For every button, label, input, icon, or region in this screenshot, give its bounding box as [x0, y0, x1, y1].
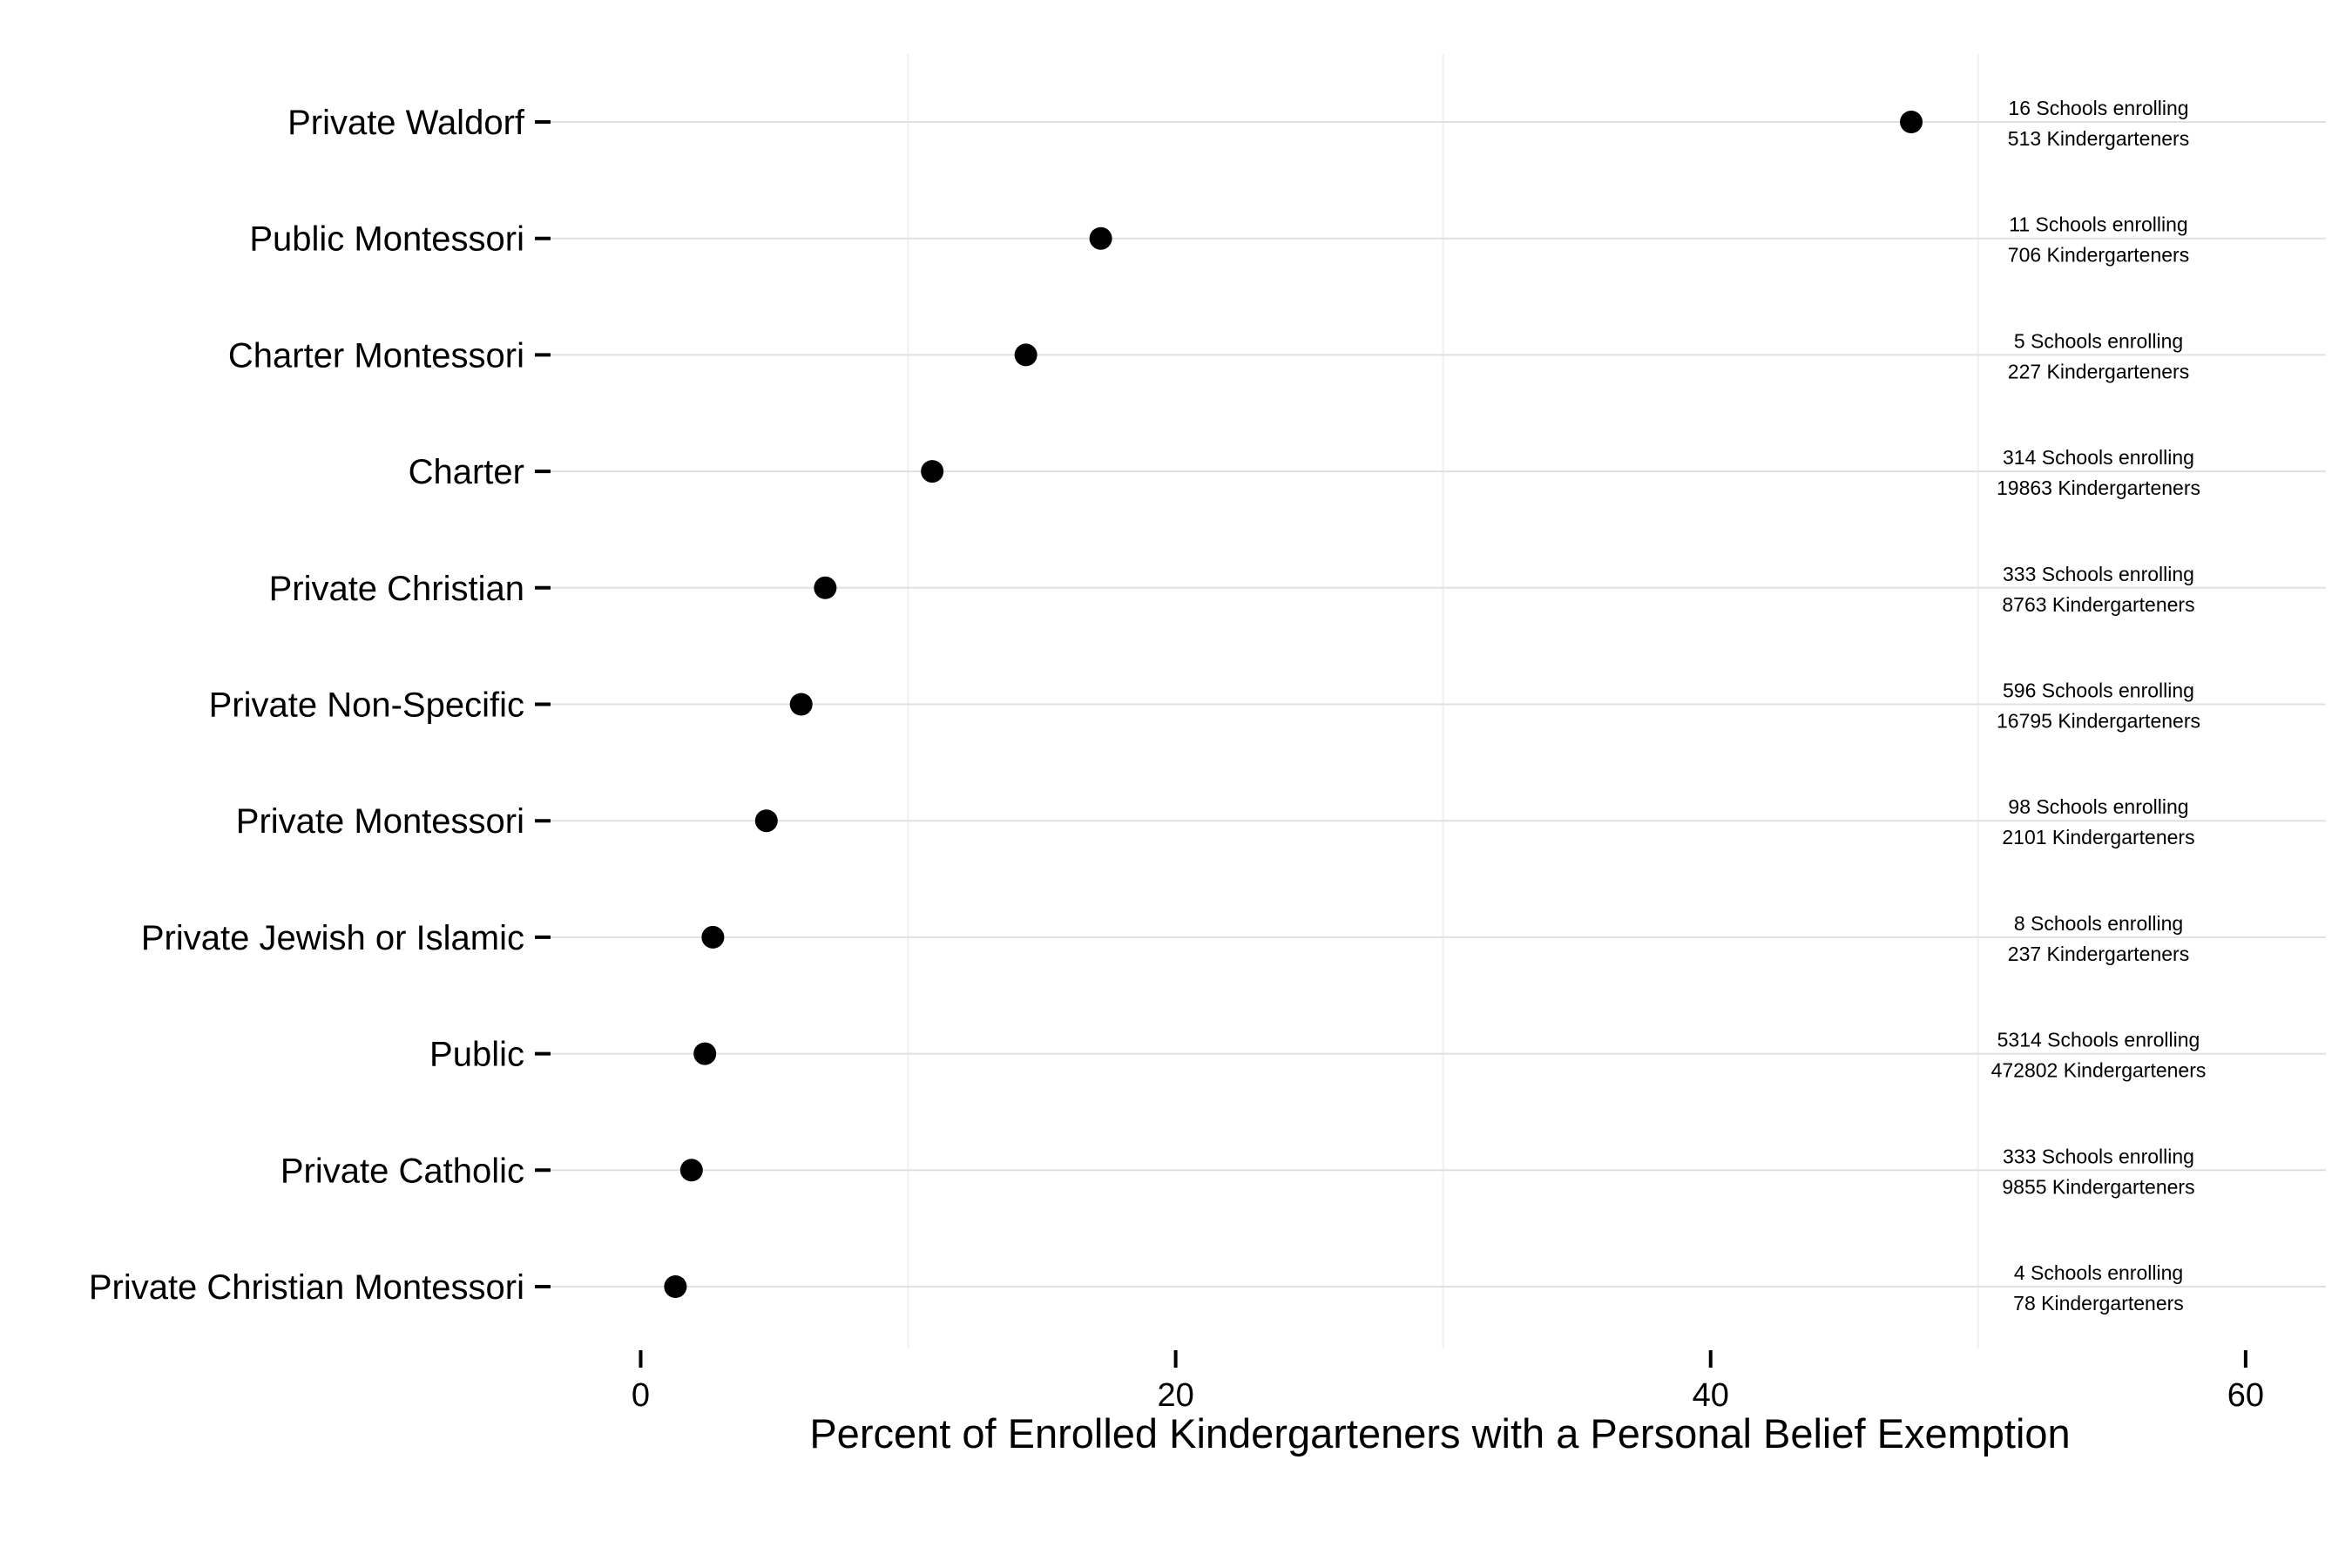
data-point: [754, 809, 778, 833]
data-point: [693, 1042, 717, 1065]
annotation-kindergarteners: 16795 Kindergarteners: [1997, 710, 2200, 733]
x-tick-label: 60: [2227, 1377, 2264, 1414]
data-point: [814, 576, 837, 599]
annotation-schools: 5 Schools enrolling: [2014, 329, 2183, 352]
y-tick-label: Public Montessori: [249, 220, 524, 259]
y-tick-label: Private Christian Montessori: [89, 1268, 524, 1307]
data-point: [789, 693, 813, 716]
y-tick-label: Private Christian: [269, 570, 524, 608]
annotation-schools: 333 Schools enrolling: [2003, 1145, 2194, 1167]
y-tick-label: Public: [429, 1036, 524, 1074]
annotation-kindergarteners: 237 Kindergarteners: [2008, 943, 2189, 965]
annotation-schools: 98 Schools enrolling: [2008, 795, 2188, 818]
annotation-kindergarteners: 706 Kindergarteners: [2008, 244, 2189, 267]
data-point: [664, 1275, 687, 1298]
annotation-schools: 11 Schools enrolling: [2009, 213, 2187, 236]
annotation-schools: 8 Schools enrolling: [2014, 912, 2183, 935]
data-point: [1089, 226, 1112, 250]
annotation-kindergarteners: 513 Kindergarteners: [2008, 127, 2189, 150]
data-point: [701, 925, 725, 949]
data-point: [679, 1159, 703, 1182]
data-point: [1900, 111, 1923, 133]
x-tick-label: 40: [1693, 1377, 1729, 1414]
y-tick-label: Private Jewish or Islamic: [141, 919, 524, 957]
annotation-kindergarteners: 227 Kindergarteners: [2008, 360, 2189, 382]
annotation-schools: 16 Schools enrolling: [2008, 97, 2188, 119]
annotation-kindergarteners: 9855 Kindergarteners: [2002, 1175, 2194, 1198]
annotation-kindergarteners: 8763 Kindergarteners: [2002, 593, 2194, 616]
annotation-kindergarteners: 19863 Kindergarteners: [1997, 476, 2200, 499]
y-tick-label: Charter Montessori: [228, 336, 524, 375]
y-tick-label: Private Montessori: [236, 802, 524, 841]
annotation-kindergarteners: 2101 Kindergarteners: [2002, 826, 2194, 848]
annotations: 16 Schools enrolling 513 Kindergarteners 1…: [1991, 97, 2207, 1315]
x-tick-label: 0: [632, 1377, 650, 1414]
x-axis-title: Percent of Enrolled Kindergarteners with…: [809, 1410, 2070, 1456]
axes: Private Waldorf Public Montessori Charter …: [89, 104, 2264, 1414]
y-tick-label: Private Non-Specific: [209, 686, 524, 725]
annotation-schools: 5314 Schools enrolling: [1997, 1029, 2200, 1051]
y-tick-label: Private Catholic: [280, 1152, 524, 1190]
annotation-schools: 596 Schools enrolling: [2003, 679, 2194, 702]
gridlines: [547, 54, 2326, 1348]
annotation-schools: 333 Schools enrolling: [2003, 563, 2194, 585]
annotation-schools: 4 Schools enrolling: [2014, 1261, 2183, 1284]
x-tick-label: 20: [1157, 1377, 1193, 1414]
data-points: [664, 111, 1923, 1298]
annotation-schools: 314 Schools enrolling: [2003, 446, 2194, 469]
y-tick-label: Charter: [409, 453, 524, 491]
data-point: [1014, 343, 1037, 367]
y-tick-label: Private Waldorf: [287, 104, 525, 142]
annotation-kindergarteners: 472802 Kindergarteners: [1991, 1059, 2207, 1082]
data-point: [921, 460, 944, 483]
annotation-kindergarteners: 78 Kindergarteners: [2013, 1292, 2184, 1315]
